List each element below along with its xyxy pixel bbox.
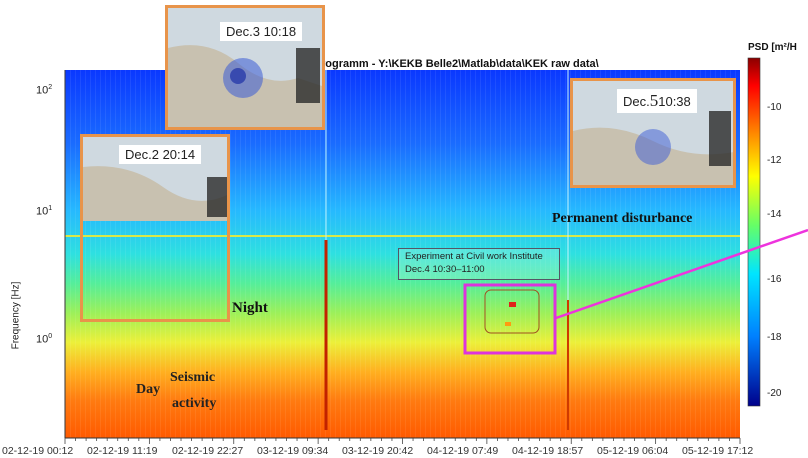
experiment-annotation-line2: Dec.4 10:30–11:00 bbox=[405, 264, 485, 275]
inset-map-dec5: Dec.510:38 bbox=[570, 78, 736, 188]
experiment-annotation-line1: Experiment at Civil work Institute bbox=[405, 251, 543, 262]
y-tick-1: 100 bbox=[36, 333, 53, 346]
annotation-night: Night bbox=[232, 300, 268, 316]
colorbar-tick: -14 bbox=[767, 209, 782, 220]
colorbar-tick: -20 bbox=[767, 388, 782, 399]
colorbar-tick: -18 bbox=[767, 332, 782, 343]
chart-title: rogramm - Y:\KEKB Belle2\Matlab\data\KEK… bbox=[321, 58, 599, 70]
colorbar-tick: -16 bbox=[767, 274, 782, 285]
inset-time-dec2: Dec.2 20:14 bbox=[119, 145, 202, 164]
inset-time-dec3: Dec.3 10:18 bbox=[220, 22, 303, 41]
x-tick-label: 04-12-19 07:49 bbox=[427, 445, 499, 457]
y-tick-100: 102 bbox=[36, 84, 53, 97]
inset-map-dec2: Dec.2 20:14 bbox=[80, 134, 230, 322]
inset-time-dec5: Dec.510:38 bbox=[617, 89, 697, 113]
colorbar-tick: -10 bbox=[767, 102, 782, 113]
x-tick-label: 05-12-19 17:12 bbox=[682, 445, 754, 457]
experiment-blip-red bbox=[509, 302, 516, 307]
experiment-annotation-box: Experiment at Civil work Institute Dec.4… bbox=[398, 248, 560, 280]
x-axis-minor-ticks bbox=[64, 438, 741, 444]
experiment-blip-orange bbox=[505, 322, 511, 326]
y-axis-label: Frequency [Hz] bbox=[10, 281, 22, 350]
colorbar-label: PSD [m²/H bbox=[748, 42, 797, 53]
x-tick-label: 02-12-19 11:19 bbox=[87, 445, 158, 457]
y-tick-10: 101 bbox=[36, 205, 53, 218]
experiment-inner-box bbox=[484, 289, 540, 334]
inset-map-dec3: Dec.3 10:18 bbox=[165, 5, 325, 130]
x-tick-label: 02-12-19 22:27 bbox=[172, 445, 244, 457]
annotation-seismic: Seismic bbox=[170, 370, 216, 385]
x-tick-label: 03-12-19 09:34 bbox=[257, 445, 329, 457]
annotation-activity: activity bbox=[172, 396, 217, 411]
x-tick-label: 05-12-19 06:04 bbox=[597, 445, 669, 457]
annotation-day: Day bbox=[136, 382, 161, 397]
annotation-permanent-disturbance: Permanent disturbance bbox=[552, 211, 693, 226]
x-tick-label: 04-12-19 18:57 bbox=[512, 445, 584, 457]
colorbar bbox=[747, 57, 761, 407]
pointer-line bbox=[555, 228, 808, 320]
x-tick-label: 03-12-19 20:42 bbox=[342, 445, 414, 457]
colorbar-tick: -12 bbox=[767, 155, 782, 166]
experiment-highlight-box bbox=[463, 283, 557, 355]
x-tick-label: 02-12-19 00:12 bbox=[2, 445, 74, 457]
